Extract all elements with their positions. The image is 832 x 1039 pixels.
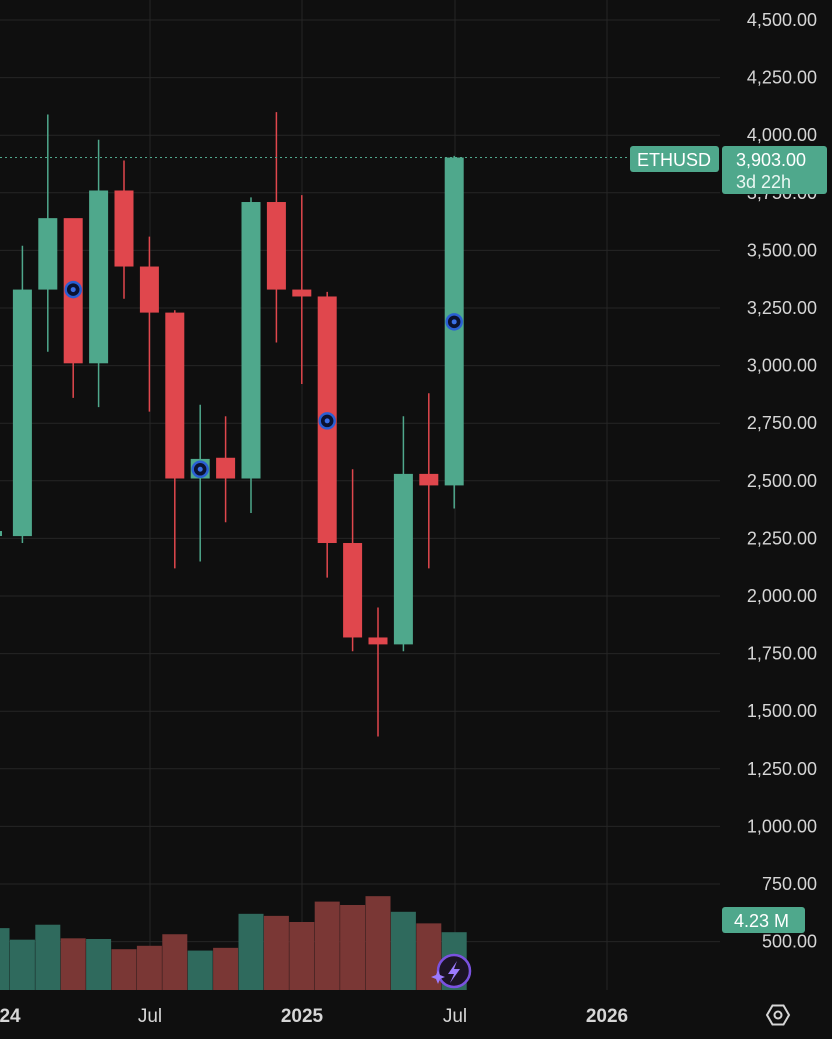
volume-bar [238,913,264,990]
price-tag-countdown: 3d 22h [736,172,791,192]
volume-bar [86,939,112,990]
candles [0,112,464,737]
candle-body [165,312,185,479]
y-tick-label: 3,000.00 [747,356,817,376]
y-tick-label: 2,750.00 [747,413,817,433]
price-tag-value: 3,903.00 [736,150,806,170]
volume-bar [390,911,416,990]
event-marker-dot [451,319,457,325]
y-tick-label: 2,500.00 [747,471,817,491]
y-tick-label: 4,000.00 [747,125,817,145]
volume-bar [35,924,61,990]
y-tick-label: 2,250.00 [747,528,817,548]
volume-bar [162,934,188,990]
symbol-tag-bg [630,146,719,172]
volume-tag-bg [722,907,805,933]
candle-body [266,202,286,290]
candle-body [0,531,2,537]
volume-tag-value: 4.23 M [734,911,789,931]
volume-bars [0,896,467,990]
symbol-tag-label: ETHUSD [637,150,711,170]
y-tick-label: 1,750.00 [747,644,817,664]
settings-icon-center [773,1010,783,1020]
price-tag: ETHUSD 3,903.00 3d 22h [630,146,827,194]
candle-body [114,190,134,267]
y-tick-label: 3,250.00 [747,298,817,318]
x-tick-label: 2025 [281,1006,324,1027]
candle-body [241,202,261,479]
settings-icon [765,1004,791,1026]
candle-body [368,637,388,645]
candle-body [419,473,439,486]
y-tick-label: 2,000.00 [747,586,817,606]
candle-body [343,543,363,638]
y-tick-label: 750.00 [762,874,817,894]
y-tick-label: 500.00 [762,932,817,952]
volume-bar [60,938,86,990]
volume-bar [0,928,10,990]
volume-tag: 4.23 M [722,907,805,933]
y-tick-label: 1,250.00 [747,759,817,779]
event-marker-dot [197,466,203,472]
volume-bar [314,901,340,990]
y-tick-label: 1,000.00 [747,816,817,836]
y-tick-label: 4,250.00 [747,68,817,88]
event-marker-dot [324,418,330,424]
time-axis[interactable]: 24 Jul 2025 Jul 2026 [0,1006,628,1027]
candle-body [216,457,236,479]
volume-bar [289,922,315,990]
candle-body [292,289,312,297]
y-tick-label: 1,500.00 [747,701,817,721]
volume-bar [111,949,137,990]
event-marker-dot [70,287,76,293]
candle-body [393,473,413,645]
volume-bar [213,947,239,990]
lightning-icon [448,961,460,983]
candle-body [139,266,159,313]
settings-button[interactable] [765,1004,791,1026]
volume-bar [263,915,289,990]
volume-bar [340,905,366,990]
volume-bar [187,950,213,990]
candle-body [38,218,58,290]
y-tick-label: 3,500.00 [747,240,817,260]
x-tick-label: 2026 [586,1006,628,1027]
volume-bar [9,939,35,990]
x-tick-label: 24 [0,1006,21,1027]
sparkle-icon [431,970,445,984]
x-tick-label: Jul [443,1006,467,1027]
x-tick-label: Jul [138,1006,162,1027]
event-markers[interactable] [64,280,463,479]
candle-body [12,289,32,537]
ai-assistant-badge[interactable] [431,953,472,989]
candle-body [89,190,109,364]
volume-bar [136,945,162,990]
y-tick-label: 4,500.00 [747,10,817,30]
price-tag-bg [722,146,827,194]
volume-bar [365,896,391,990]
